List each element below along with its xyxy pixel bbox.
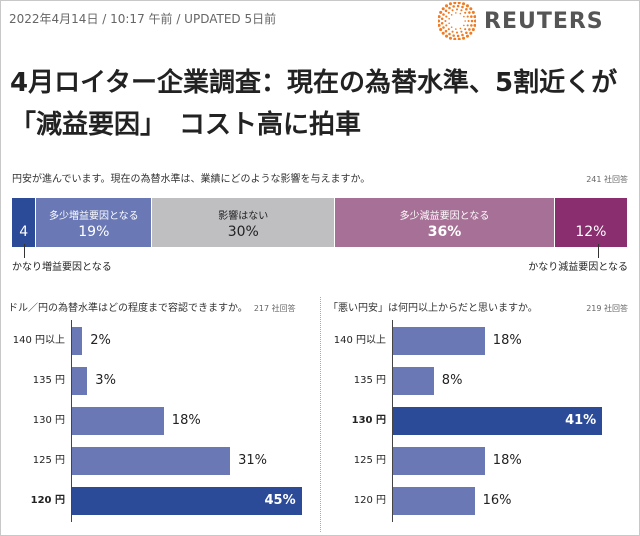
segment-0: 4 bbox=[12, 198, 37, 247]
value-label: 18% bbox=[492, 333, 522, 348]
tick-left bbox=[24, 244, 25, 258]
q1-count: 241 社回答 bbox=[586, 175, 628, 184]
q2-header: ドル／円の為替水準はどの程度まで容認できますか。 217 社回答 bbox=[8, 299, 316, 314]
segment-1: 多少増益要因となる 19% bbox=[36, 198, 153, 247]
q2-title: ドル／円の為替水準はどの程度まで容認できますか。 bbox=[8, 303, 248, 314]
category-label: 125 円 bbox=[353, 455, 386, 466]
category-label: 130 円 bbox=[32, 415, 65, 426]
value-label: 2% bbox=[90, 333, 111, 348]
bar bbox=[393, 447, 485, 475]
reuters-dots-icon bbox=[438, 2, 476, 40]
caption-strong-gain: かなり増益要因となる bbox=[12, 262, 112, 273]
value-label: 3% bbox=[95, 373, 116, 388]
q3-title: 「悪い円安」は何円以上からだと思いますか。 bbox=[328, 303, 538, 314]
category-label: 140 円以上 bbox=[333, 335, 386, 346]
bar bbox=[72, 407, 164, 435]
category-label: 140 円以上 bbox=[12, 335, 65, 346]
value-label: 8% bbox=[441, 373, 463, 388]
divider bbox=[320, 297, 321, 532]
logo-text: REUTERS bbox=[484, 8, 604, 34]
q1-title: 円安が進んでいます。現在の為替水準は、業績にどのような影響を与えますか。 bbox=[12, 174, 371, 185]
value-label: 31% bbox=[238, 453, 267, 468]
bar bbox=[72, 327, 83, 355]
category-label: 120 円 bbox=[353, 495, 386, 506]
segment-3: 多少減益要因となる 36% bbox=[335, 198, 555, 247]
category-label: 125 円 bbox=[32, 455, 65, 466]
q3-count: 219 社回答 bbox=[586, 304, 628, 313]
category-label: 130 円 bbox=[351, 415, 386, 426]
segment-value: 36% bbox=[427, 224, 462, 240]
value-label: 18% bbox=[492, 453, 522, 468]
segment-value: 30% bbox=[227, 224, 259, 240]
bar bbox=[393, 327, 485, 355]
q2-count: 217 社回答 bbox=[253, 304, 296, 313]
bar bbox=[72, 447, 231, 475]
caption-strong-loss: かなり減益要因となる bbox=[528, 262, 628, 273]
bar bbox=[393, 487, 475, 515]
article-title: 4月ロイター企業調査：現在の為替水準、5割近くが「減益要因」 コスト高に拍車 bbox=[10, 68, 618, 140]
bar bbox=[72, 487, 302, 515]
bar bbox=[393, 407, 603, 435]
segment-value: 19% bbox=[78, 224, 110, 240]
segment-label: 多少減益要因となる bbox=[399, 211, 490, 222]
value-label: 18% bbox=[171, 413, 201, 428]
reuters-logo[interactable]: REUTERS bbox=[438, 2, 604, 40]
value-label: 45% bbox=[264, 493, 296, 508]
category-label: 120 円 bbox=[30, 495, 65, 506]
tick-right bbox=[598, 244, 599, 258]
timestamp: 2022年4月14日 / 10:17 午前 / UPDATED 5日前 bbox=[9, 12, 277, 26]
value-label: 41% bbox=[565, 413, 597, 428]
segment-4: 12% bbox=[554, 198, 628, 247]
stacked-bar: 4 多少増益要因となる 19% 影響はない 30% 多少減益要因となる 36% 12% bbox=[12, 198, 628, 247]
bar bbox=[393, 367, 434, 395]
category-label: 135 円 bbox=[353, 375, 386, 386]
q1-header: 円安が進んでいます。現在の為替水準は、業績にどのような影響を与えますか。 241… bbox=[12, 170, 628, 185]
axis bbox=[392, 320, 393, 522]
segment-label: 多少増益要因となる bbox=[48, 211, 139, 222]
value-label: 16% bbox=[482, 493, 512, 508]
segment-value: 4 bbox=[19, 224, 29, 240]
bar bbox=[72, 367, 88, 395]
segment-value: 12% bbox=[575, 224, 607, 240]
category-label: 135 円 bbox=[32, 375, 65, 386]
axis bbox=[71, 320, 72, 522]
segment-label: 影響はない bbox=[218, 211, 269, 222]
q3-header: 「悪い円安」は何円以上からだと思いますか。 219 社回答 bbox=[328, 299, 628, 314]
segment-2: 影響はない 30% bbox=[152, 198, 336, 247]
